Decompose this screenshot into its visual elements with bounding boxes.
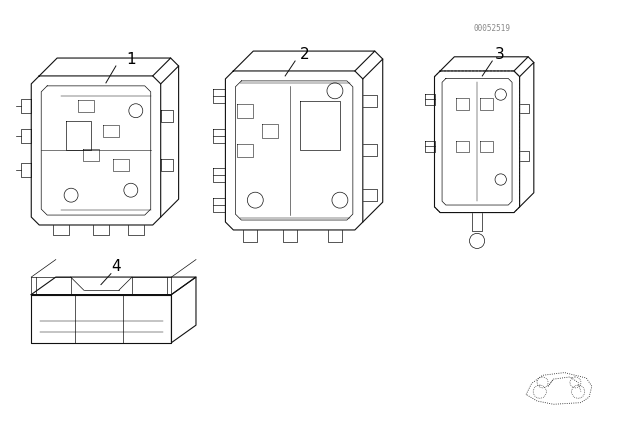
Text: 1: 1 <box>126 52 136 67</box>
Text: 3: 3 <box>494 47 504 61</box>
Text: 00052519: 00052519 <box>474 24 511 33</box>
Text: 4: 4 <box>111 259 121 274</box>
Text: 2: 2 <box>300 47 310 61</box>
